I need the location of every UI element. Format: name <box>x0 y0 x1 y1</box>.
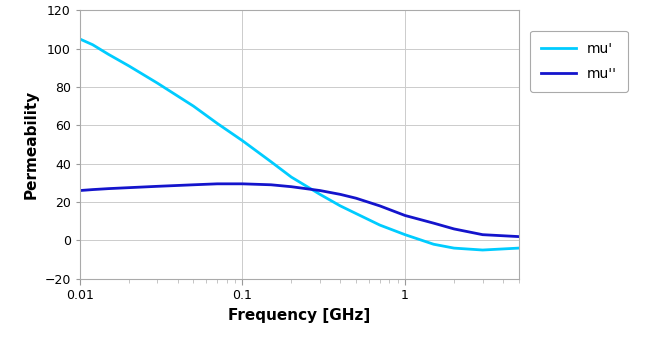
mu' <box>515 246 523 250</box>
mu' <box>104 52 112 56</box>
mu'' <box>125 186 133 190</box>
mu'' <box>336 192 344 197</box>
mu'' <box>154 184 162 188</box>
mu' <box>479 248 487 252</box>
mu'' <box>104 187 112 191</box>
mu' <box>352 211 360 216</box>
Y-axis label: Permeability: Permeability <box>24 90 39 199</box>
mu' <box>316 192 324 197</box>
mu'' <box>450 227 458 231</box>
mu'' <box>352 196 360 200</box>
mu'' <box>515 235 523 239</box>
mu' <box>336 204 344 208</box>
mu' <box>267 160 275 164</box>
mu'' <box>479 233 487 237</box>
mu'' <box>190 183 198 187</box>
mu' <box>401 233 409 237</box>
mu' <box>154 81 162 85</box>
mu'' <box>430 221 438 225</box>
mu'' <box>213 182 221 186</box>
mu'' <box>316 188 324 192</box>
X-axis label: Frequency [GHz]: Frequency [GHz] <box>228 308 370 323</box>
Legend: mu', mu'': mu', mu'' <box>530 31 628 92</box>
mu'' <box>376 204 384 208</box>
mu'' <box>267 183 275 187</box>
Line: mu'': mu'' <box>80 184 519 237</box>
Line: mu': mu' <box>80 39 519 250</box>
mu' <box>287 175 295 179</box>
mu' <box>76 37 84 41</box>
mu' <box>190 104 198 108</box>
mu'' <box>76 188 84 192</box>
mu' <box>213 121 221 125</box>
mu' <box>376 223 384 227</box>
mu' <box>125 64 133 68</box>
mu'' <box>287 185 295 189</box>
mu' <box>88 43 96 47</box>
mu'' <box>88 188 96 192</box>
mu' <box>239 139 247 143</box>
mu' <box>430 242 438 246</box>
mu'' <box>239 182 247 186</box>
mu' <box>450 246 458 250</box>
mu'' <box>401 214 409 218</box>
